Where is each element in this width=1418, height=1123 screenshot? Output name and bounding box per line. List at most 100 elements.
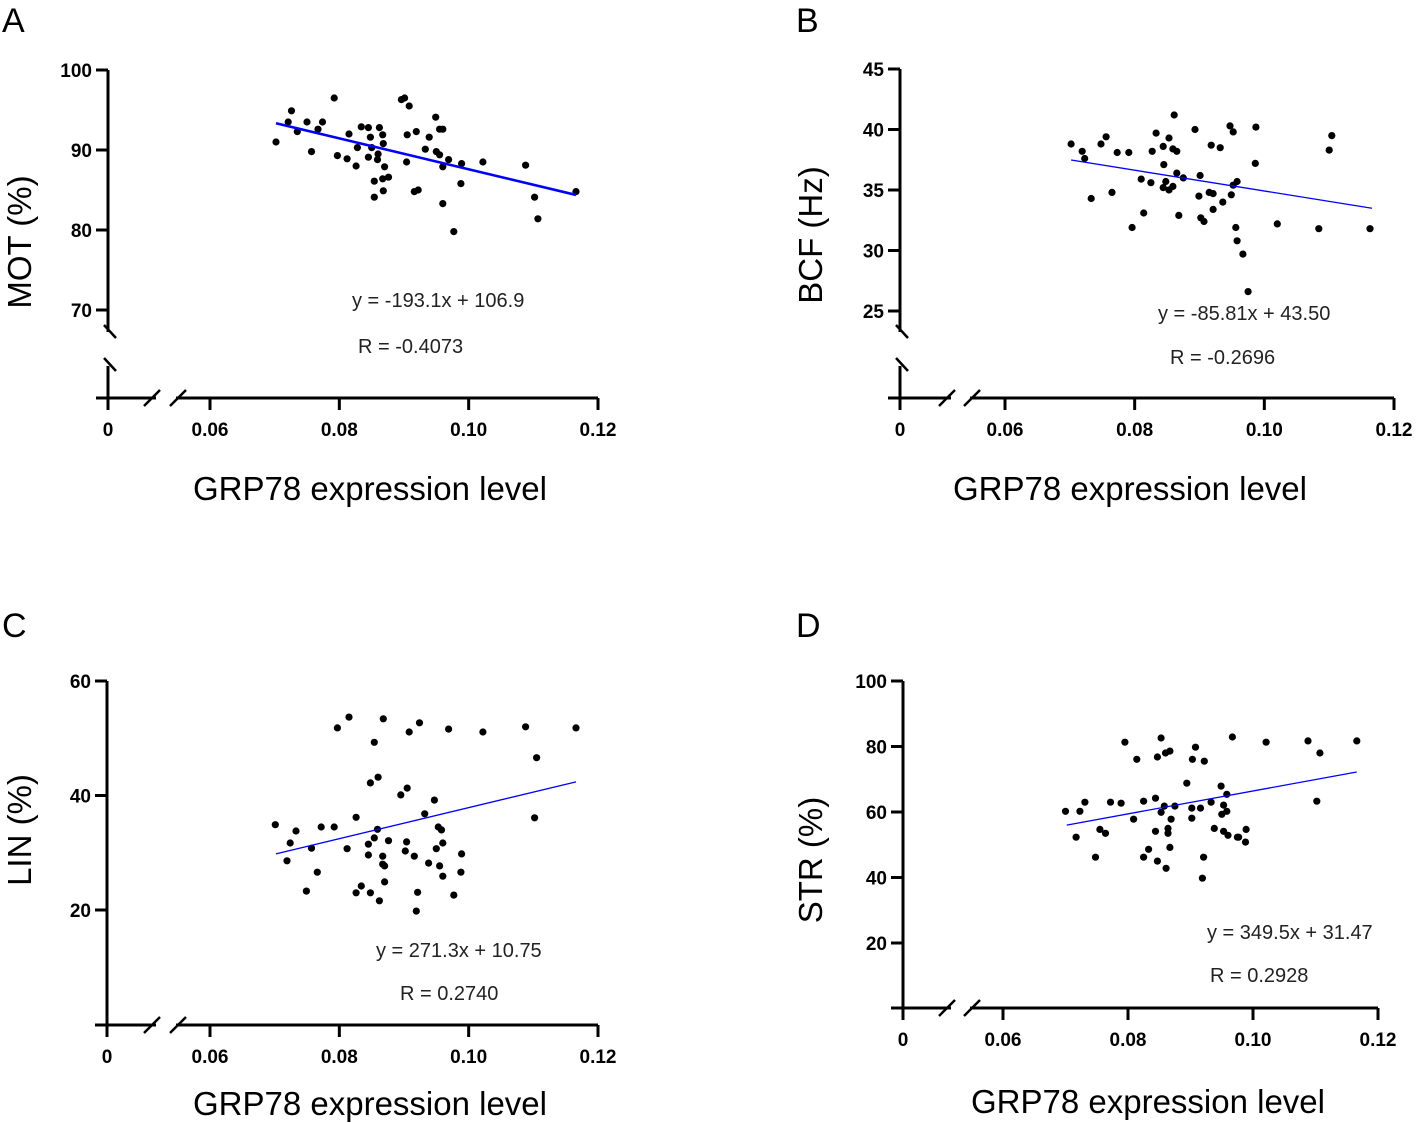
data-point [373,156,382,164]
data-point [457,868,465,876]
data-point [375,897,383,905]
data-point [1304,737,1312,745]
data-point [1167,815,1175,823]
data-point [345,130,353,138]
data-point [1224,831,1232,839]
data-point [1153,857,1161,865]
data-point [414,888,422,896]
data-point [1218,810,1226,818]
data-point [330,823,338,831]
data-point [531,193,539,201]
data-point [345,713,353,721]
y-axis-title-d: STR (%) [792,797,829,924]
data-point [1164,829,1172,837]
y-tick-label: 100 [60,61,92,82]
data-point [1162,177,1170,186]
x-tick-label: 0.06 [985,1030,1022,1051]
data-point [366,779,374,787]
data-point [1081,154,1089,163]
data-point [352,813,360,821]
x-tick-label: 0.08 [321,420,358,441]
data-point [1207,141,1215,149]
data-point [352,162,360,170]
data-point [364,153,372,161]
y-tick-label: 80 [71,221,92,242]
data-point [364,124,372,132]
data-point [458,160,466,168]
data-point [1196,171,1204,180]
data-point [384,837,393,845]
x-tick-label: 0.10 [450,420,487,441]
data-point [439,839,447,847]
data-point [1313,797,1321,805]
data-point [1140,209,1148,217]
data-point [313,868,321,876]
data-point [425,133,433,141]
data-point [271,821,279,829]
data-point [437,826,446,834]
x-tick-label: 0.08 [321,1047,358,1068]
data-point [1251,159,1259,167]
data-point [1233,237,1241,245]
data-point [439,125,447,133]
x-tick-label: 0 [898,1030,909,1051]
data-point [1081,798,1089,806]
data-point [1191,743,1200,751]
y-tick-label: 40 [863,121,884,142]
panel-letter-c: C [2,607,27,645]
data-point [379,140,387,148]
data-point [357,882,365,890]
y-tick-label: 100 [855,672,887,693]
x-tick-label: 0.12 [580,1047,617,1068]
x-axis-break-mark [169,1016,187,1034]
y-axis-break-mark [103,324,117,339]
axes-d [891,681,1378,1017]
data-point [479,158,487,166]
data-point [1133,755,1141,763]
data-point [458,850,466,858]
x-axis-title-a: GRP78 expression level [193,470,547,507]
data-point [1209,190,1217,198]
r-value-d: R = 0.2928 [1210,965,1308,987]
data-point [1137,175,1145,183]
data-point [287,107,296,115]
data-point [1087,194,1095,203]
data-point [302,887,310,895]
x-axis-title-d: GRP78 expression level [971,1083,1325,1120]
data-point [1162,864,1170,872]
data-point [1325,146,1333,154]
data-point [1140,797,1148,805]
data-point [403,838,411,846]
data-point [364,851,372,859]
x-tick-label: 0.10 [1235,1030,1272,1051]
data-point [353,144,361,152]
data-point [370,834,378,842]
data-point [412,128,420,136]
data-point [1209,205,1217,213]
data-point [1166,747,1174,755]
data-point [1232,223,1240,232]
data-point [1191,125,1199,134]
data-point [1169,182,1177,190]
data-point [1239,250,1247,258]
data-point [1262,738,1270,746]
data-point [401,847,409,855]
data-point [1153,753,1161,761]
data-point [1196,804,1205,812]
fit-d [1066,771,1357,826]
data-point [1210,824,1218,833]
y-tick-label: 20 [70,901,91,922]
y-tick-label: 40 [70,787,91,808]
data-point [370,738,378,746]
data-point [403,784,411,792]
data-point [343,155,351,163]
data-point [1067,140,1075,148]
data-point [303,118,311,126]
data-point [374,773,382,781]
data-point [1061,807,1070,815]
data-point [457,180,465,188]
data-point [379,852,387,860]
data-point [1220,801,1228,809]
regression-line [275,781,577,855]
y-axis-break-mark [895,324,909,339]
